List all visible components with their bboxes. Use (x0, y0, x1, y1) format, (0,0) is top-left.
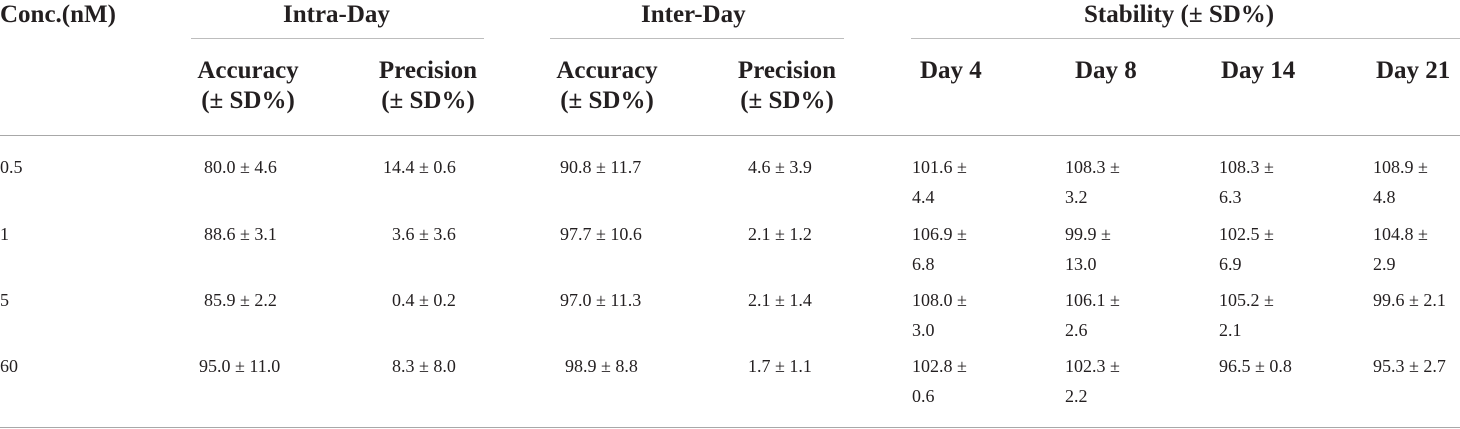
cell-line: 99.6 ± 2.1 (1373, 290, 1446, 310)
subheader-line: Accuracy (197, 57, 299, 84)
subheader-day4: Day 4 (920, 57, 982, 84)
subheader-intra-precision: Precision (± SD%) (368, 56, 488, 116)
cell-line: 4.4 (912, 187, 935, 207)
cell-line: 104.8 ± (1373, 224, 1428, 244)
table-cell-day21: 99.6 ± 2.1 (1373, 285, 1446, 315)
cell-line: 102.3 ± (1065, 356, 1120, 376)
table-cell-day8: 106.1 ± 2.6 (1065, 285, 1120, 345)
cell-line: 95.3 ± 2.7 (1373, 356, 1446, 376)
table-bottom-rule (0, 427, 1460, 428)
subheader-line: Precision (378, 57, 478, 84)
cell-line: 3.2 (1065, 187, 1088, 207)
table-cell-day4: 108.0 ± 3.0 (912, 285, 967, 345)
table-row-conc: 0.5 (0, 157, 23, 177)
cell-line: 96.5 ± 0.8 (1219, 356, 1292, 376)
subheader-line: (± SD%) (381, 87, 475, 114)
table-cell-day4: 106.9 ± 6.8 (912, 219, 967, 279)
table-cell-day8: 99.9 ± 13.0 (1065, 219, 1111, 279)
table-cell-day8: 108.3 ± 3.2 (1065, 152, 1120, 212)
group-header-stability: Stability (± SD%) (1084, 1, 1275, 28)
table-cell-day21: 95.3 ± 2.7 (1373, 351, 1446, 381)
cell-line: 106.1 ± (1065, 290, 1120, 310)
table-cell-intra-precision: 14.4 ± 0.6 (383, 157, 456, 177)
header-bottom-rule (0, 135, 1460, 136)
cell-line: 6.9 (1219, 254, 1242, 274)
table-cell-inter-precision: 1.7 ± 1.1 (748, 356, 812, 376)
table-cell-day21: 108.9 ± 4.8 (1373, 152, 1428, 212)
table-cell-intra-precision: 8.3 ± 8.0 (392, 356, 456, 376)
cell-line: 102.8 ± (912, 356, 967, 376)
subheader-line: Accuracy (556, 57, 658, 84)
cell-line: 99.9 ± (1065, 224, 1111, 244)
cell-line: 105.2 ± (1219, 290, 1274, 310)
cell-line: 0.6 (912, 386, 935, 406)
table-row-conc: 60 (0, 356, 18, 376)
subheader-day21: Day 21 (1376, 57, 1451, 84)
table-cell-day14: 96.5 ± 0.8 (1219, 351, 1292, 381)
cell-line: 101.6 ± (912, 157, 967, 177)
table-cell-inter-precision: 4.6 ± 3.9 (748, 157, 812, 177)
cell-line: 6.3 (1219, 187, 1242, 207)
subheader-line: (± SD%) (740, 87, 834, 114)
subheader-inter-precision: Precision (± SD%) (727, 56, 847, 116)
subheader-day8: Day 8 (1075, 57, 1137, 84)
table-cell-day14: 108.3 ± 6.3 (1219, 152, 1274, 212)
table-cell-inter-accuracy: 97.7 ± 10.6 (560, 224, 642, 244)
table-cell-intra-precision: 3.6 ± 3.6 (392, 224, 456, 244)
table-cell-inter-accuracy: 98.9 ± 8.8 (565, 356, 638, 376)
cell-line: 2.2 (1065, 386, 1088, 406)
cell-line: 2.6 (1065, 320, 1088, 340)
cell-line: 108.3 ± (1219, 157, 1274, 177)
table-cell-intra-accuracy: 85.9 ± 2.2 (204, 290, 277, 310)
stability-rule (911, 38, 1460, 39)
cell-line: 3.0 (912, 320, 935, 340)
table-cell-intra-accuracy: 88.6 ± 3.1 (204, 224, 277, 244)
subheader-line: (± SD%) (201, 87, 295, 114)
group-header-intra-day: Intra-Day (283, 1, 390, 28)
table-row-conc: 1 (0, 224, 9, 244)
cell-line: 2.1 (1219, 320, 1242, 340)
cell-line: 102.5 ± (1219, 224, 1274, 244)
table-row-conc: 5 (0, 290, 9, 310)
table-cell-intra-accuracy: 95.0 ± 11.0 (199, 356, 281, 376)
table-cell-inter-accuracy: 97.0 ± 11.3 (560, 290, 642, 310)
subheader-line: (± SD%) (560, 87, 654, 114)
conc-header: Conc.(nM) (0, 1, 116, 28)
group-header-inter-day: Inter-Day (641, 1, 746, 28)
cell-line: 13.0 (1065, 254, 1097, 274)
cell-line: 4.8 (1373, 187, 1396, 207)
table-cell-day14: 105.2 ± 2.1 (1219, 285, 1274, 345)
cell-line: 6.8 (912, 254, 935, 274)
table-cell-day4: 102.8 ± 0.6 (912, 351, 967, 411)
table-cell-day4: 101.6 ± 4.4 (912, 152, 967, 212)
table-cell-inter-accuracy: 90.8 ± 11.7 (560, 157, 642, 177)
subheader-inter-accuracy: Accuracy (± SD%) (547, 56, 667, 116)
subheader-day14: Day 14 (1221, 57, 1296, 84)
inter-day-rule (550, 38, 844, 39)
table-cell-inter-precision: 2.1 ± 1.2 (748, 224, 812, 244)
cell-line: 108.9 ± (1373, 157, 1428, 177)
table-cell-day14: 102.5 ± 6.9 (1219, 219, 1274, 279)
table-cell-day8: 102.3 ± 2.2 (1065, 351, 1120, 411)
cell-line: 2.9 (1373, 254, 1396, 274)
intra-day-rule (191, 38, 484, 39)
subheader-line: Precision (737, 57, 837, 84)
table-cell-intra-precision: 0.4 ± 0.2 (392, 290, 456, 310)
table-cell-intra-accuracy: 80.0 ± 4.6 (204, 157, 277, 177)
cell-line: 106.9 ± (912, 224, 967, 244)
table-cell-inter-precision: 2.1 ± 1.4 (748, 290, 812, 310)
cell-line: 108.3 ± (1065, 157, 1120, 177)
subheader-intra-accuracy: Accuracy (± SD%) (188, 56, 308, 116)
cell-line: 108.0 ± (912, 290, 967, 310)
table-cell-day21: 104.8 ± 2.9 (1373, 219, 1428, 279)
